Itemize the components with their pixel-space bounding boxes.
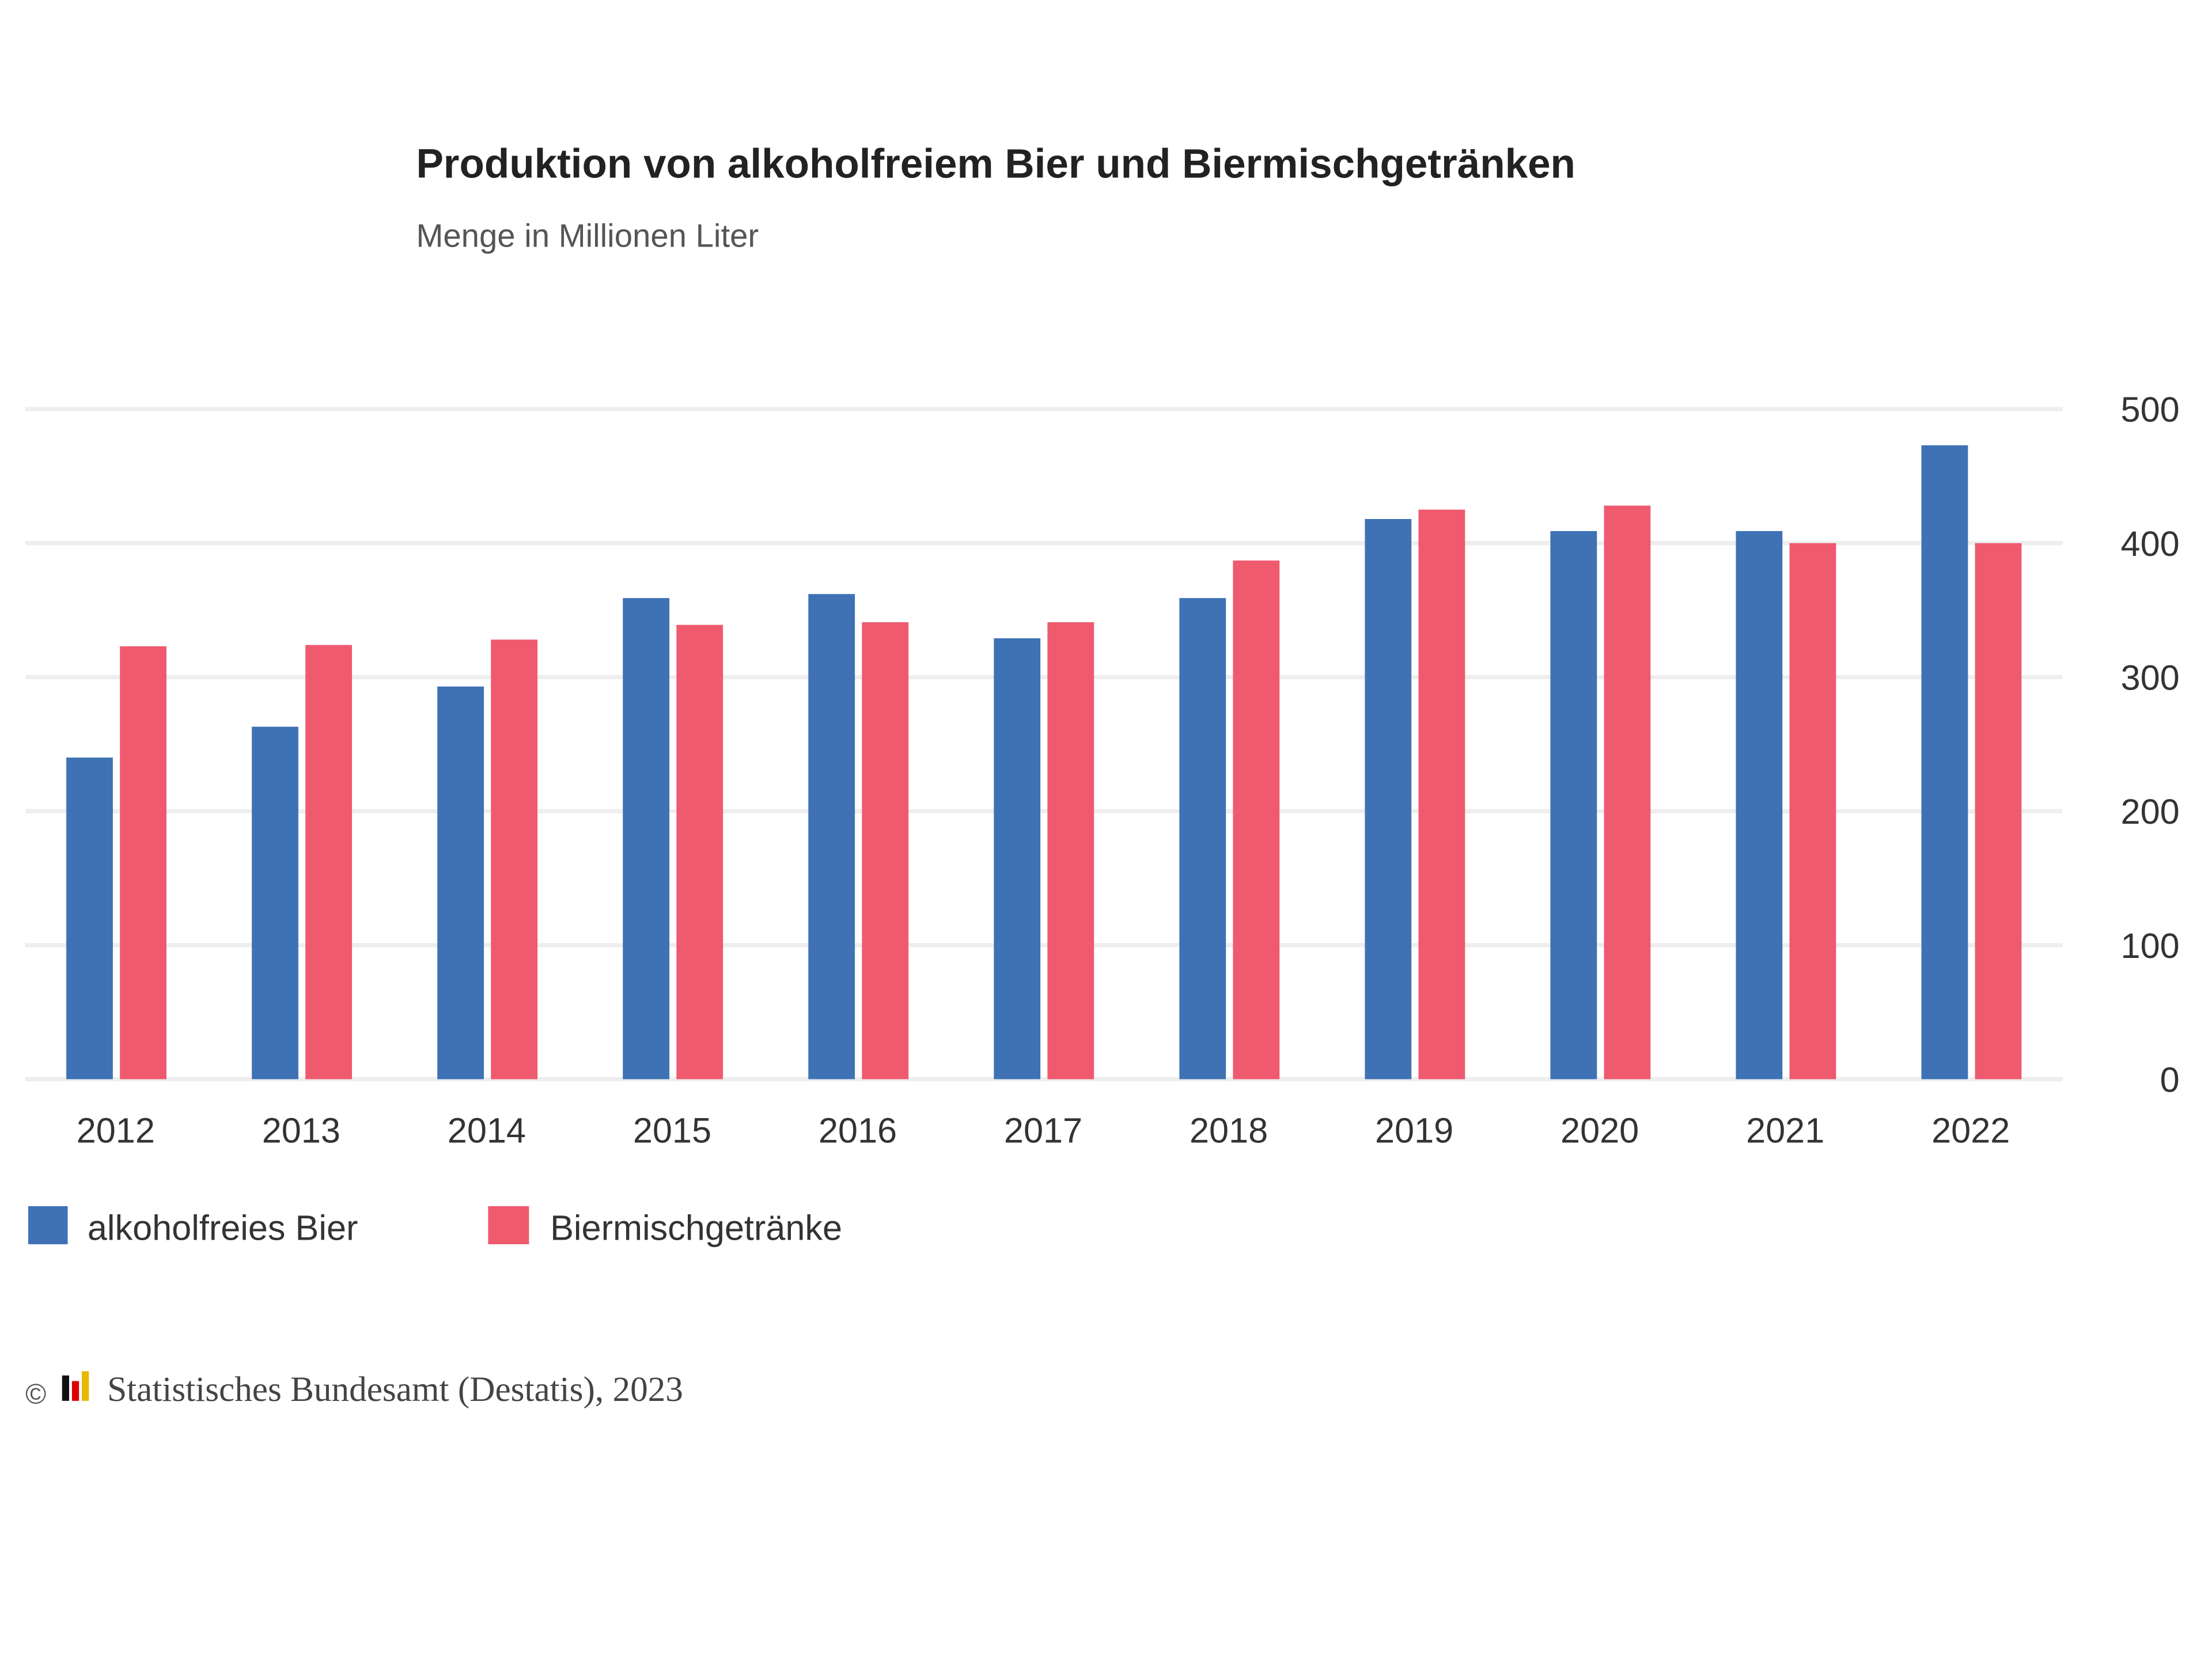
x-tick-label: 2019 <box>1375 1111 1453 1150</box>
legend: alkoholfreies Bier Biermischgetränke <box>28 1206 842 1248</box>
bar-biermischgetraenke-2021 <box>1789 543 1836 1080</box>
bar-biermischgetraenke-2015 <box>676 624 724 1080</box>
bar-alkoholfreies-bier-2013 <box>252 726 298 1080</box>
destatis-logo-icon <box>62 1371 89 1401</box>
bar-biermischgetraenke-2020 <box>1604 505 1651 1080</box>
y-tick-label: 500 <box>2121 390 2180 429</box>
x-tick-label: 2018 <box>1190 1111 1268 1150</box>
x-tick-label: 2015 <box>633 1111 711 1150</box>
bar-biermischgetraenke-2018 <box>1233 560 1280 1080</box>
bars <box>66 445 2022 1080</box>
y-tick-label: 200 <box>2121 792 2180 831</box>
y-tick-label: 400 <box>2121 524 2180 563</box>
bar-biermischgetraenke-2012 <box>120 646 166 1080</box>
bar-alkoholfreies-bier-2022 <box>1921 445 1968 1080</box>
bar-biermischgetraenke-2013 <box>305 645 353 1080</box>
source-text: Statistisches Bundesamt (Destatis), 2023 <box>107 1370 683 1409</box>
bar-alkoholfreies-bier-2017 <box>994 638 1041 1080</box>
x-tick-label: 2021 <box>1746 1111 1824 1150</box>
legend-label-biermischgetraenke: Biermischgetränke <box>550 1209 842 1248</box>
legend-swatch-biermischgetraenke <box>488 1206 529 1244</box>
bar-alkoholfreies-bier-2020 <box>1550 531 1597 1080</box>
bar-alkoholfreies-bier-2012 <box>66 757 113 1080</box>
bar-alkoholfreies-bier-2014 <box>437 686 484 1080</box>
bar-biermischgetraenke-2017 <box>1047 622 1094 1080</box>
x-tick-label: 2020 <box>1560 1111 1639 1150</box>
x-tick-label: 2016 <box>819 1111 897 1150</box>
bar-biermischgetraenke-2016 <box>862 622 909 1080</box>
gridlines <box>25 407 2063 1082</box>
x-tick-label: 2012 <box>77 1111 155 1150</box>
footer: © Statistisches Bundesamt (Destatis), 20… <box>25 1370 683 1410</box>
bar-biermischgetraenke-2022 <box>1975 543 2022 1080</box>
copyright-symbol: © <box>25 1379 46 1410</box>
bar-alkoholfreies-bier-2015 <box>623 598 670 1080</box>
bar-alkoholfreies-bier-2016 <box>808 594 855 1080</box>
legend-label-alkoholfreies-bier: alkoholfreies Bier <box>88 1209 358 1248</box>
x-tick-label: 2022 <box>1931 1111 2010 1150</box>
chart-subtitle: Menge in Millionen Liter <box>416 218 759 254</box>
x-axis: 2012 2013 2014 2015 2016 2017 2018 2019 2020 2021… <box>77 1111 2010 1150</box>
x-tick-label: 2017 <box>1004 1111 1082 1150</box>
bar-alkoholfreies-bier-2019 <box>1365 518 1412 1080</box>
bar-biermischgetraenke-2019 <box>1418 509 1465 1080</box>
y-axis: 0 100 200 300 400 500 <box>2121 390 2180 1099</box>
y-tick-label: 300 <box>2121 658 2180 698</box>
chart-title: Produktion von alkoholfreiem Bier und Bi… <box>416 142 1575 187</box>
y-tick-label: 0 <box>2160 1060 2180 1100</box>
y-tick-label: 100 <box>2121 926 2180 965</box>
bar-alkoholfreies-bier-2021 <box>1736 531 1783 1080</box>
x-tick-label: 2014 <box>448 1111 526 1150</box>
x-tick-label: 2013 <box>262 1111 340 1150</box>
bar-alkoholfreies-bier-2018 <box>1179 598 1226 1080</box>
legend-swatch-alkoholfreies-bier <box>28 1206 68 1244</box>
bar-biermischgetraenke-2014 <box>491 639 538 1080</box>
